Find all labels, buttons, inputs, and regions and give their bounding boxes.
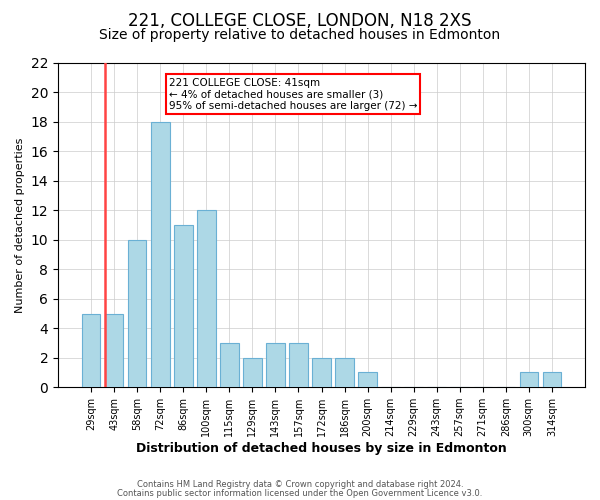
Text: Size of property relative to detached houses in Edmonton: Size of property relative to detached ho…	[100, 28, 500, 42]
Bar	[358, 372, 377, 387]
Y-axis label: Number of detached properties: Number of detached properties	[15, 138, 25, 313]
Bar	[313, 358, 331, 387]
Bar	[82, 314, 100, 387]
Bar	[289, 343, 308, 387]
Bar	[220, 343, 239, 387]
Bar	[266, 343, 284, 387]
Bar	[197, 210, 215, 387]
Text: Contains HM Land Registry data © Crown copyright and database right 2024.: Contains HM Land Registry data © Crown c…	[137, 480, 463, 489]
Bar	[335, 358, 354, 387]
Text: 221 COLLEGE CLOSE: 41sqm
← 4% of detached houses are smaller (3)
95% of semi-det: 221 COLLEGE CLOSE: 41sqm ← 4% of detache…	[169, 78, 417, 111]
Bar	[128, 240, 146, 387]
Bar	[243, 358, 262, 387]
Bar	[105, 314, 124, 387]
Text: Contains public sector information licensed under the Open Government Licence v3: Contains public sector information licen…	[118, 488, 482, 498]
Bar	[542, 372, 561, 387]
Text: 221, COLLEGE CLOSE, LONDON, N18 2XS: 221, COLLEGE CLOSE, LONDON, N18 2XS	[128, 12, 472, 30]
Bar	[520, 372, 538, 387]
Bar	[174, 225, 193, 387]
Bar	[151, 122, 170, 387]
X-axis label: Distribution of detached houses by size in Edmonton: Distribution of detached houses by size …	[136, 442, 507, 455]
